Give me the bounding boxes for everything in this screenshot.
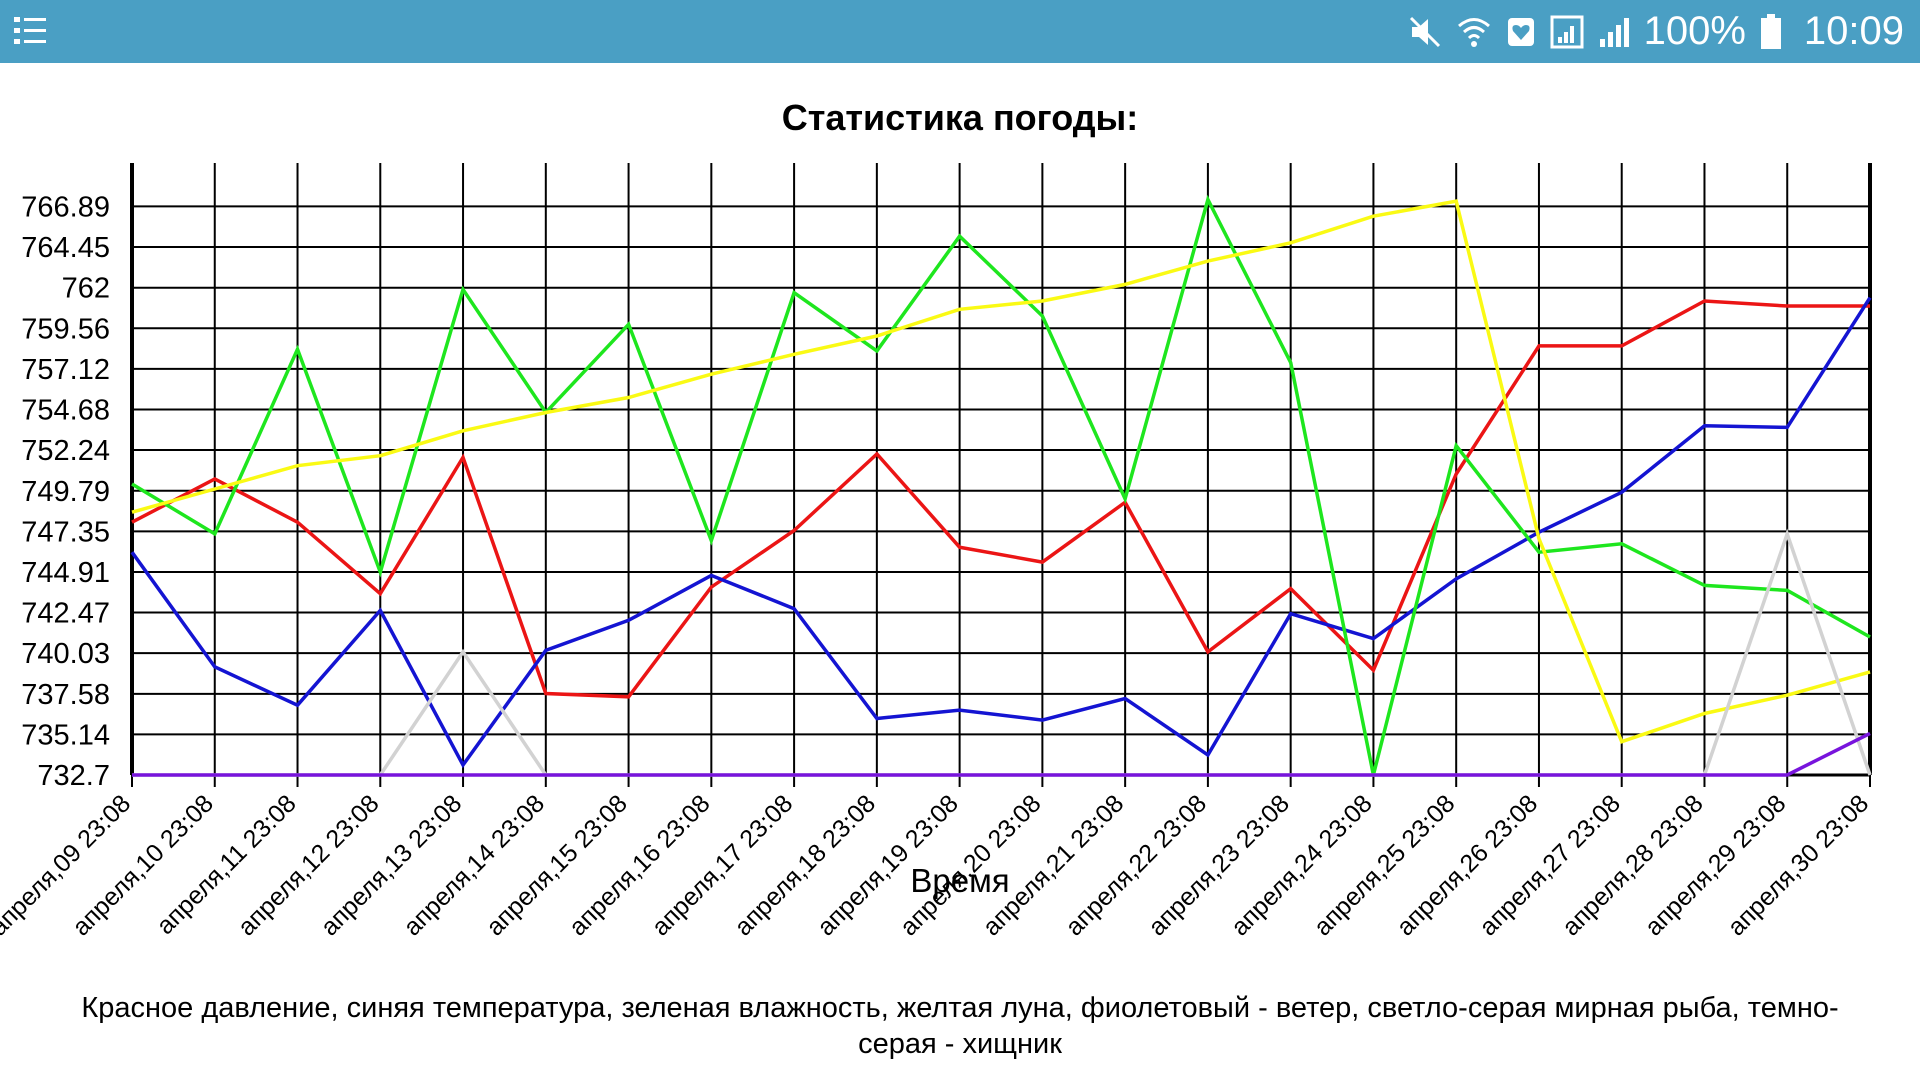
status-bar: 100% 10:09 — [0, 0, 1920, 63]
x-tick-label: апреля,25 23:08 — [1309, 789, 1461, 941]
menu-icon[interactable] — [14, 14, 48, 48]
x-tick-label: апреля,30 23:08 — [1722, 789, 1874, 941]
x-tick-label: апреля,28 23:08 — [1557, 789, 1709, 941]
x-tick-label: апреля,26 23:08 — [1391, 789, 1543, 941]
y-tick-label: 752.24 — [21, 435, 110, 467]
chart-title: Статистика погоды: — [782, 97, 1139, 138]
clock: 10:09 — [1803, 9, 1904, 53]
x-tick-label: апреля,18 23:08 — [729, 789, 881, 941]
x-tick-label: апреля,14 23:08 — [398, 789, 550, 941]
chart-caption: Красное давление, синяя температура, зел… — [0, 990, 1920, 1062]
caption-line-2: серая - хищник — [858, 1028, 1062, 1060]
heart-notification-icon — [1507, 17, 1534, 46]
weather-chart: Статистика погоды: 732.7 735.14 737.58 740.0… — [0, 97, 1874, 941]
series-line-6 — [132, 731, 1871, 777]
x-axis-label: Время — [910, 862, 1009, 899]
y-tick-label: 732.7 — [37, 760, 110, 792]
series-line-1 — [131, 299, 1870, 699]
y-tick-label: 762 — [62, 273, 110, 305]
caption-line-1: Красное давление, синяя температура, зел… — [81, 992, 1839, 1024]
status-icons: 100% 10:09 — [1408, 0, 1904, 63]
y-tick-label: 735.14 — [21, 719, 110, 751]
mute-icon — [1409, 16, 1440, 47]
x-tick-label: апреля,22 23:08 — [1060, 789, 1212, 941]
series-line-4 — [131, 199, 1871, 744]
y-tick-label: 749.79 — [21, 476, 110, 508]
x-tick-label: апреля,09 23:08 — [0, 789, 136, 941]
x-tick-label: апреля,10 23:08 — [67, 789, 219, 941]
y-tick-label: 744.91 — [21, 557, 110, 589]
x-tick-label: апреля,11 23:08 — [151, 789, 302, 940]
x-tick-label: апреля,23 23:08 — [1143, 789, 1295, 941]
x-tick-label: апреля,17 23:08 — [646, 789, 798, 941]
y-tick-label: 764.45 — [21, 232, 110, 264]
x-tick-label: апреля,13 23:08 — [315, 789, 467, 941]
y-tick-label: 754.68 — [21, 394, 110, 426]
series-line-2 — [130, 296, 1872, 769]
series-line-3 — [131, 194, 1871, 776]
x-tick-label: апреля,24 23:08 — [1226, 789, 1378, 941]
x-tick-label: апреля,15 23:08 — [481, 789, 633, 941]
y-tick-label: 759.56 — [21, 313, 110, 345]
battery-icon — [1760, 13, 1781, 49]
y-tick-label: 740.03 — [21, 638, 110, 670]
x-tick-label: апреля,16 23:08 — [564, 789, 716, 941]
cellular-signal-icon — [1599, 17, 1629, 47]
y-tick-label: 757.12 — [21, 354, 110, 386]
wifi-icon — [1457, 17, 1490, 47]
signal-box-icon — [1550, 15, 1584, 48]
y-tick-label: 766.89 — [21, 191, 110, 223]
battery-percent: 100% — [1643, 9, 1746, 53]
x-tick-label: апреля,12 23:08 — [233, 789, 385, 941]
y-tick-label: 747.35 — [21, 516, 110, 548]
x-tick-label: апреля,29 23:08 — [1640, 789, 1792, 941]
x-tick-label: апреля,27 23:08 — [1474, 789, 1626, 941]
y-tick-label: 742.47 — [21, 598, 110, 630]
y-tick-label: 737.58 — [21, 679, 110, 711]
